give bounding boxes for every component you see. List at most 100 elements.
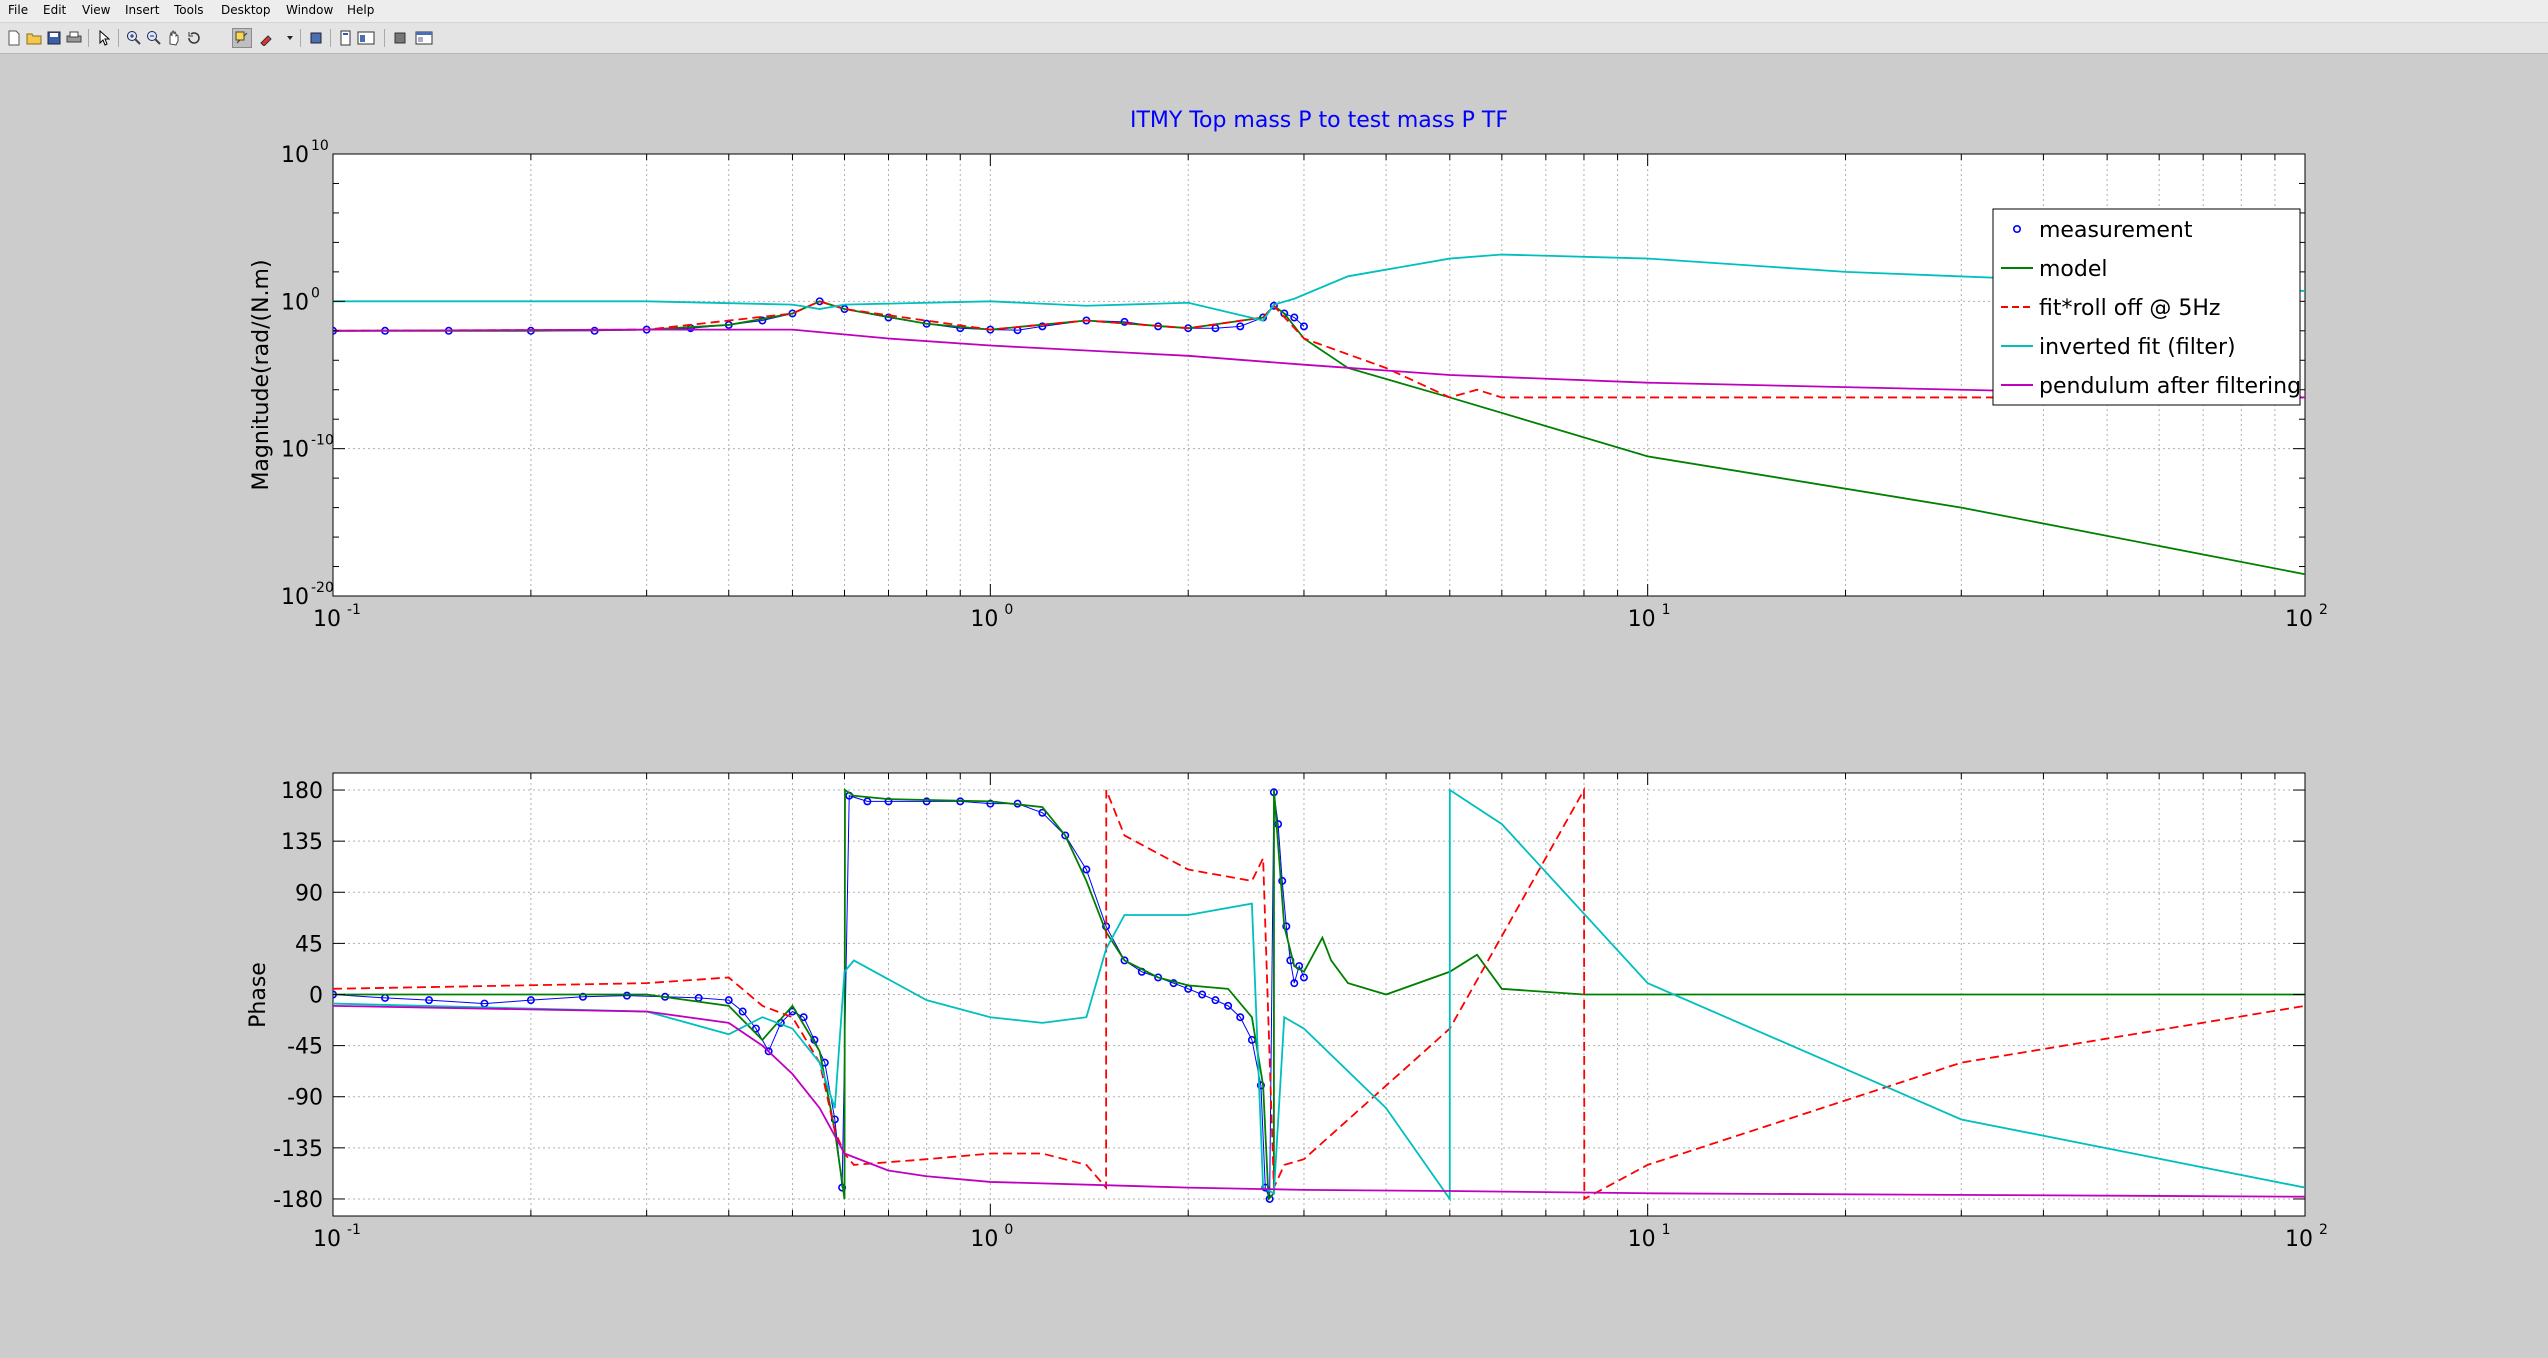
x-tick-label-exponent: 0 — [1004, 602, 1013, 618]
zoom-in-icon[interactable] — [124, 28, 144, 48]
y-tick-label: -45 — [287, 1035, 323, 1060]
series-model-line — [333, 300, 2305, 576]
series-inverted-fit-filter-line — [333, 253, 2305, 322]
series-measurement-point — [1082, 865, 1091, 874]
x-tick-label: 10 — [970, 1227, 998, 1252]
new-figure-icon[interactable] — [4, 28, 24, 48]
series-pendulum-after-filtering-line — [333, 328, 2305, 399]
series-measurement-point — [815, 297, 824, 306]
series-pendulum-after-filtering-line — [333, 1004, 2305, 1198]
series-measurement-point — [884, 797, 893, 806]
y-tick-label-exponent: -10 — [311, 433, 334, 449]
print-icon[interactable] — [64, 28, 84, 48]
y-tick-label: 180 — [281, 779, 323, 804]
edit-plot-arrow-icon[interactable] — [94, 28, 114, 48]
open-file-icon[interactable] — [24, 28, 44, 48]
series-measurement-point — [1265, 1194, 1274, 1203]
legend-box — [1992, 208, 2301, 406]
series-measurement-point — [622, 991, 631, 1000]
y-tick-label: 10 — [281, 143, 309, 168]
menu-view[interactable]: View — [82, 3, 111, 17]
series-measurement-point — [758, 316, 767, 325]
series-measurement-point — [578, 992, 587, 1001]
insert-colorbar-icon[interactable] — [306, 28, 326, 48]
series-measurement-point — [425, 996, 434, 1005]
series-measurement-point — [799, 1013, 808, 1022]
y-tick-label: -135 — [273, 1137, 323, 1162]
x-tick-label: 10 — [1628, 607, 1656, 632]
phase-ylabel: Phase — [246, 962, 271, 1028]
legend-label: inverted fit (filter) — [2039, 335, 2236, 360]
legend-label: measurement — [2039, 218, 2193, 243]
legend-label: model — [2039, 257, 2108, 282]
y-tick-label: 0 — [309, 984, 323, 1009]
y-tick-label: 10 — [281, 585, 309, 610]
brush-icon[interactable] — [256, 28, 276, 48]
series-measurement-point — [1038, 322, 1047, 331]
series-measurement-point — [1256, 1081, 1265, 1090]
legend[interactable]: measurement model fit*roll off @ 5Hz invert… — [1992, 208, 2301, 406]
x-tick-label: 10 — [970, 607, 998, 632]
y-tick-label: 10 — [281, 290, 309, 315]
series-measurement-point — [764, 1047, 773, 1056]
link-plot-icon[interactable] — [280, 28, 300, 48]
figure-toolbar — [0, 23, 2548, 54]
x-tick-label: 10 — [313, 1227, 341, 1252]
series-measurement-point — [1120, 317, 1129, 326]
menu-file[interactable]: File — [8, 3, 29, 17]
x-tick-label-exponent: 2 — [2319, 1222, 2328, 1238]
series-measurement-point — [1290, 979, 1299, 988]
y-tick-label: -90 — [287, 1086, 323, 1111]
series-measurement-point — [1290, 313, 1299, 322]
series-measurement-point — [724, 996, 733, 1005]
menu-bar: File Edit View Insert Tools Desktop Wind… — [0, 0, 2548, 23]
magnitude-ylabel: Magnitude(rad/(N.m) — [249, 259, 274, 490]
save-icon[interactable] — [44, 28, 64, 48]
series-measurement-point — [1236, 1013, 1245, 1022]
x-tick-label-exponent: 1 — [1662, 602, 1671, 618]
magnitude-title: ITMY Top mass P to test mass P TF — [1130, 108, 1508, 133]
x-tick-label-exponent: -1 — [347, 602, 361, 618]
x-tick-label: 10 — [2285, 1227, 2313, 1252]
x-tick-label: 10 — [2285, 607, 2313, 632]
series-measurement-point — [526, 996, 535, 1005]
dock-figure-icon[interactable] — [414, 28, 434, 48]
series-measurement-point — [1236, 322, 1245, 331]
menu-edit[interactable]: Edit — [43, 3, 67, 17]
rotate-3d-icon[interactable] — [184, 28, 204, 48]
x-tick-label: 10 — [313, 607, 341, 632]
series-measurement-point — [986, 799, 995, 808]
menu-tools[interactable]: Tools — [174, 3, 204, 17]
x-tick-label-exponent: 1 — [1662, 1222, 1671, 1238]
x-tick-label: 10 — [1628, 1227, 1656, 1252]
show-plot-tools-icon[interactable] — [390, 28, 410, 48]
zoom-out-icon[interactable] — [144, 28, 164, 48]
menu-insert[interactable]: Insert — [125, 3, 160, 17]
y-tick-label-exponent: 10 — [311, 138, 329, 154]
x-tick-label-exponent: -1 — [347, 1222, 361, 1238]
legend-marker — [2013, 225, 2022, 234]
data-cursor-icon[interactable] — [232, 28, 252, 48]
hide-plot-tools-icon[interactable] — [356, 28, 376, 48]
x-tick-label-exponent: 0 — [1004, 1222, 1013, 1238]
y-tick-label: 45 — [295, 932, 323, 957]
menu-help[interactable]: Help — [347, 3, 375, 17]
y-tick-label: 10 — [281, 438, 309, 463]
series-inverted-fit-filter-line — [333, 788, 2305, 1202]
y-tick-label-exponent: 0 — [311, 285, 320, 301]
pan-hand-icon[interactable] — [164, 28, 184, 48]
menu-window[interactable]: Window — [286, 3, 334, 17]
series-measurement-point — [1198, 990, 1207, 999]
phase-axes[interactable]: 10 -1 10 0 10 1 10 2 180 135 90 45 0 -45 -90 -135 -180 P… — [246, 772, 2328, 1252]
menu-desktop[interactable]: Desktop — [221, 3, 271, 17]
x-tick-label-exponent: 2 — [2319, 602, 2328, 618]
series-measurement-point — [738, 1007, 747, 1016]
series-measurement-point — [1061, 831, 1070, 840]
y-tick-label-exponent: -20 — [311, 580, 334, 596]
legend-label: pendulum after filtering — [2039, 374, 2301, 399]
insert-legend-icon[interactable] — [336, 28, 356, 48]
series-measurement-point — [1282, 922, 1291, 931]
series-fit-roll-off-5hz-line — [333, 786, 2305, 1201]
